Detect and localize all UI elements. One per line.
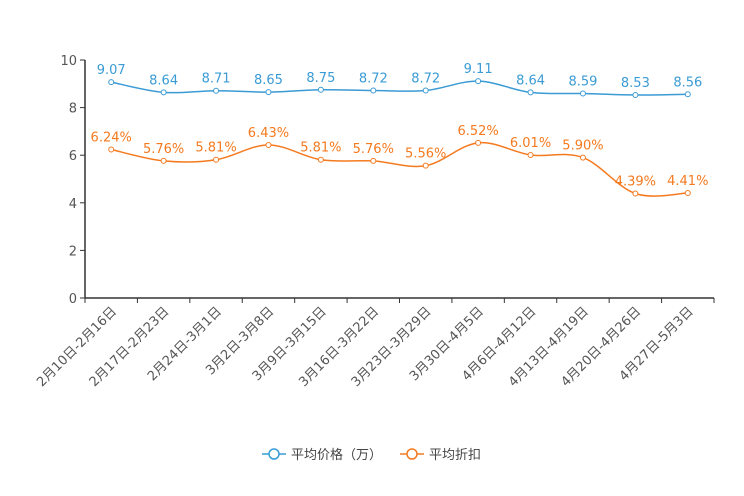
data-label: 4.39% [615,175,656,190]
data-point [684,190,691,197]
series-line [111,80,688,96]
data-label: 5.56% [405,147,446,162]
data-label: 8.75 [306,71,335,86]
data-label: 9.11 [464,62,493,77]
data-point [370,87,377,94]
data-point [213,156,220,163]
data-label: 6.24% [91,130,132,145]
data-label: 5.76% [353,142,394,157]
data-point [579,154,586,161]
y-tick-label: 4 [69,197,77,212]
data-point [527,89,534,96]
data-label: 8.64 [149,73,178,88]
data-label: 5.76% [143,142,184,157]
data-label: 5.81% [300,141,341,156]
data-point [527,151,534,158]
data-label: 5.81% [195,141,236,156]
data-label: 8.53 [621,76,650,91]
data-point [213,87,220,94]
data-label: 8.64 [516,73,545,88]
data-point [370,157,377,164]
data-point [684,91,691,98]
legend-marker-icon [268,448,280,460]
legend-item[interactable]: 平均价格（万） [291,447,382,463]
legend-marker-icon [406,448,418,460]
data-point [422,87,429,94]
data-label: 6.01% [510,136,551,151]
data-point [632,190,639,197]
data-label: 8.59 [568,75,597,90]
data-point [317,156,324,163]
data-point [160,89,167,96]
data-point [265,89,272,96]
data-point [475,78,482,85]
data-label: 4.41% [667,174,708,189]
data-point [422,162,429,169]
data-point [108,79,115,86]
data-point [108,146,115,153]
y-tick-label: 8 [69,102,77,117]
data-point [579,90,586,97]
y-tick-label: 2 [69,244,77,259]
data-label: 8.72 [359,71,388,86]
data-point [317,86,324,93]
data-label: 9.07 [97,63,126,78]
y-tick-label: 6 [69,149,77,164]
data-label: 8.65 [254,73,283,88]
data-label: 8.72 [411,71,440,86]
data-point [632,91,639,98]
y-tick-label: 10 [60,54,77,69]
legend-item[interactable]: 平均折扣 [429,448,481,463]
data-point [265,141,272,148]
data-label: 5.90% [562,139,603,154]
data-point [160,157,167,164]
series-line [111,141,688,197]
y-tick-label: 0 [69,292,77,307]
data-label: 8.71 [202,72,231,87]
data-point [475,139,482,146]
data-label: 6.43% [248,126,289,141]
data-label: 6.52% [457,124,498,139]
data-label: 8.56 [673,75,702,90]
